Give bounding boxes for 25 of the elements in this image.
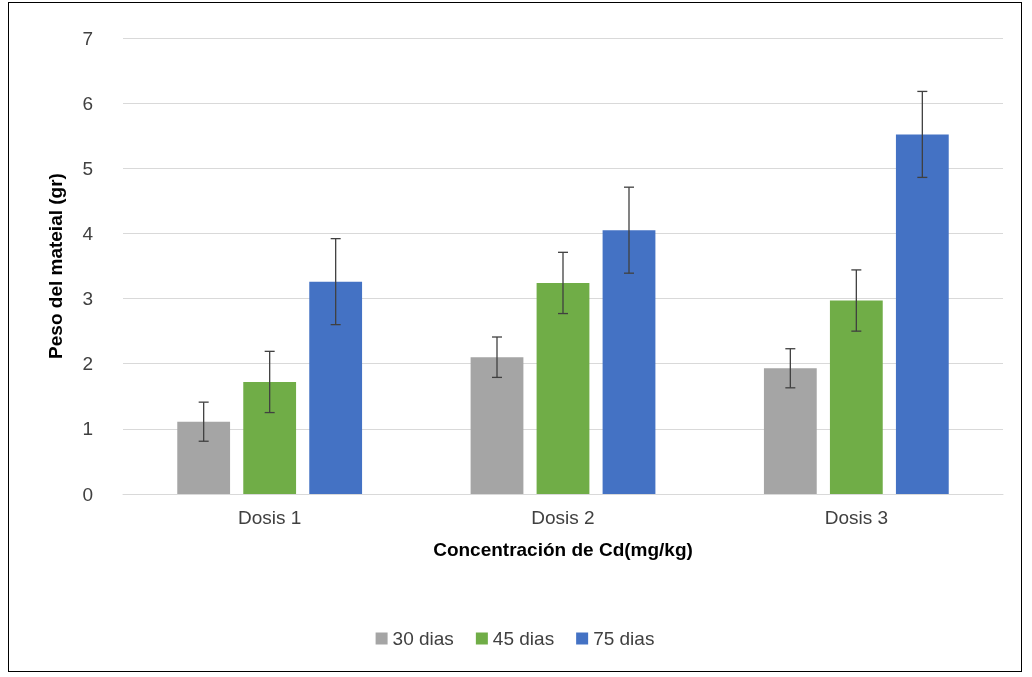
y-tick-label: 2	[82, 353, 93, 375]
y-tick-label: 4	[82, 222, 94, 244]
y-tick-label: 6	[82, 92, 93, 114]
bar	[602, 230, 656, 494]
legend-label: 75 dias	[593, 628, 655, 649]
bar	[309, 281, 363, 494]
bar	[895, 134, 949, 494]
bar	[470, 357, 524, 494]
bar	[243, 381, 297, 494]
bar	[177, 421, 231, 494]
bar	[536, 282, 590, 494]
y-tick-label: 0	[82, 483, 93, 505]
bar	[763, 368, 817, 494]
y-tick-label: 1	[82, 418, 93, 440]
y-tick-label: 5	[82, 157, 93, 179]
x-tick-label: Dosis 2	[531, 507, 595, 528]
legend-label: 30 dias	[392, 628, 454, 649]
y-axis-title: Peso del mateial (gr)	[45, 173, 66, 359]
y-tick-label: 7	[82, 27, 93, 49]
y-tick-label: 3	[82, 288, 93, 310]
legend-label: 45 dias	[492, 628, 555, 649]
bar	[829, 300, 883, 494]
x-tick-label: Dosis 3	[824, 507, 889, 528]
x-axis-title: Concentración de Cd(mg/kg)	[433, 539, 693, 560]
x-tick-label: Dosis 1	[237, 507, 302, 528]
